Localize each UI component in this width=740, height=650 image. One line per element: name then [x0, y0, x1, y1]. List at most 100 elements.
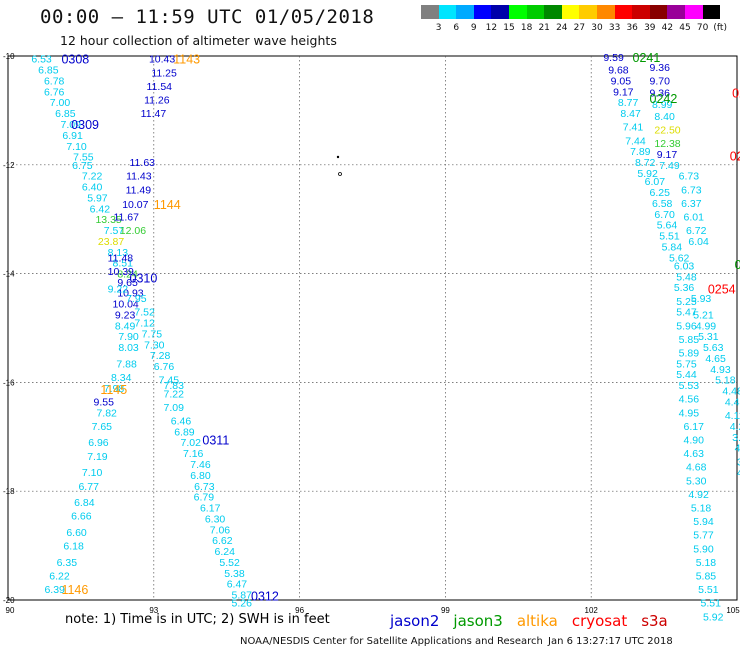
wave-height-value: 3.9	[732, 432, 740, 444]
pass-time-label: 0241	[633, 51, 661, 65]
page-title: 00:00 – 11:59 UTC 01/05/2018	[40, 6, 375, 28]
wave-height-value: 6.07	[645, 176, 666, 188]
wave-height-value: 8.24	[117, 269, 138, 281]
wave-height-value: 11.26	[144, 95, 170, 107]
pass-time-label: 0311	[202, 434, 229, 448]
wave-height-value: 4.63	[684, 448, 705, 460]
wave-height-value: 8.77	[618, 97, 639, 109]
wave-height-value: 11.48	[108, 252, 134, 264]
wave-height-value: 6.22	[49, 571, 70, 583]
wave-height-value: 4.56	[679, 394, 700, 406]
scale-swatch	[579, 5, 597, 19]
scale-label: 42	[661, 23, 674, 33]
scale-swatch	[421, 5, 439, 19]
x-tick-label: 102	[585, 606, 599, 615]
scale-swatch	[509, 5, 527, 19]
pass-time-label: 0243	[735, 258, 740, 272]
wave-height-value: 6.60	[66, 527, 87, 539]
wave-height-value: 6.04	[688, 236, 709, 248]
pass-time-label: 0242	[650, 92, 678, 106]
wave-height-value: 8.40	[654, 111, 675, 123]
wave-height-value: 4.92	[688, 489, 709, 501]
wave-height-value: 9.36	[650, 87, 671, 99]
wave-height-value: 7.19	[87, 451, 108, 463]
pass-time-label: 0309	[71, 118, 99, 132]
satellite-legend-jason2: jason2	[390, 612, 440, 630]
scale-swatch	[438, 5, 457, 19]
wave-height-value: 7.10	[66, 141, 87, 153]
scale-label: 30	[591, 23, 603, 33]
wave-height-value: 7.88	[116, 358, 137, 370]
wave-height-value: 5.92	[703, 611, 724, 623]
wave-height-value: 7.57	[104, 225, 125, 237]
wave-height-value: 7.46	[190, 459, 211, 471]
wave-height-value: 6.35	[57, 557, 78, 569]
wave-height-value: 9.70	[650, 75, 671, 87]
wave-height-value: 4.93	[710, 364, 731, 376]
wave-height-value: 7.52	[134, 307, 155, 319]
wave-height-value: 5.52	[219, 557, 240, 569]
wave-height-value: 6.03	[674, 260, 695, 272]
wave-height-value: 5.30	[686, 475, 707, 487]
wave-height-value: 5.62	[669, 252, 690, 264]
wave-height-value: 4.48	[722, 386, 740, 398]
wave-height-value: 6.66	[71, 511, 92, 523]
wave-height-value: 5.63	[703, 342, 724, 354]
scale-swatch	[702, 5, 721, 19]
wave-height-value: 6.40	[82, 182, 103, 194]
scale-label: 9	[470, 23, 477, 33]
scale-label: 21	[538, 23, 550, 33]
pass-time-label: 1143	[173, 53, 200, 67]
wave-height-value: 10.39	[108, 266, 134, 278]
note-text: note: 1) Time is in UTC; 2) SWH is in fe…	[65, 612, 330, 627]
wave-height-value: 6.77	[78, 481, 99, 493]
wave-height-value: 6.79	[194, 492, 215, 504]
wave-height-value: 7.83	[164, 380, 185, 392]
scale-swatch	[597, 5, 615, 19]
wave-height-value: 7.49	[659, 160, 680, 172]
x-tick-label: 96	[295, 606, 304, 615]
scale-swatch	[526, 5, 545, 19]
credit-text: NOAA/NESDIS Center for Satellite Applica…	[240, 636, 543, 647]
x-tick-label: 105	[726, 606, 740, 615]
wave-height-value: 6.96	[88, 437, 109, 449]
wave-height-value: 5.90	[693, 543, 714, 555]
wave-height-value: 11.47	[141, 108, 167, 120]
wave-height-value: 6.91	[62, 130, 83, 142]
scale-label: 39	[644, 23, 656, 33]
wave-height-value: 7.12	[134, 318, 155, 330]
y-tick-label: -12	[3, 161, 15, 170]
wave-height-value: 6.84	[74, 497, 95, 509]
wave-height-value: 6.73	[194, 481, 215, 493]
wave-height-value: 5.94	[693, 516, 714, 528]
wave-height-value: 6.42	[90, 203, 111, 215]
pass-time-label: 0254	[730, 150, 740, 164]
pass-time-label: 0308	[61, 53, 89, 67]
note-body: 1) Time is in UTC; 2) SWH is in feet	[102, 612, 330, 627]
wave-height-value: 6.25	[650, 187, 671, 199]
wave-height-value: 9.36	[650, 62, 671, 74]
wave-height-value: 8.34	[111, 372, 132, 384]
wave-height-value: 5.85	[696, 571, 717, 583]
wave-height-value: 6.18	[63, 541, 84, 553]
wave-height-value: 7.44	[625, 135, 646, 147]
pass-time-label: 0255	[732, 86, 740, 100]
wave-height-value: 10.43	[149, 54, 175, 66]
wave-height-value: 7.28	[150, 350, 171, 362]
pass-time-label: 0254	[708, 282, 736, 296]
wave-height-value: 7.06	[210, 524, 231, 536]
axis-ticks: 90 93 96 99 102 105 -10 -12 -14 -16 -18 -20	[3, 52, 740, 615]
wave-height-value: 5.21	[693, 309, 714, 321]
wave-height-value: 5.47	[676, 307, 697, 319]
wave-height-value: 9.65	[117, 277, 138, 289]
satellite-legend-s3a: s3a	[641, 612, 668, 630]
page-subtitle: 12 hour collection of altimeter wave hei…	[60, 33, 337, 48]
y-tick-label: -18	[3, 487, 15, 496]
scale-swatch	[491, 5, 509, 19]
wave-height-value: 4.99	[696, 320, 717, 332]
scale-swatch	[649, 5, 668, 19]
wave-height-value: 6.01	[684, 211, 705, 223]
wave-height-value: 7.65	[92, 421, 113, 433]
wave-height-value: 7.75	[142, 328, 163, 340]
